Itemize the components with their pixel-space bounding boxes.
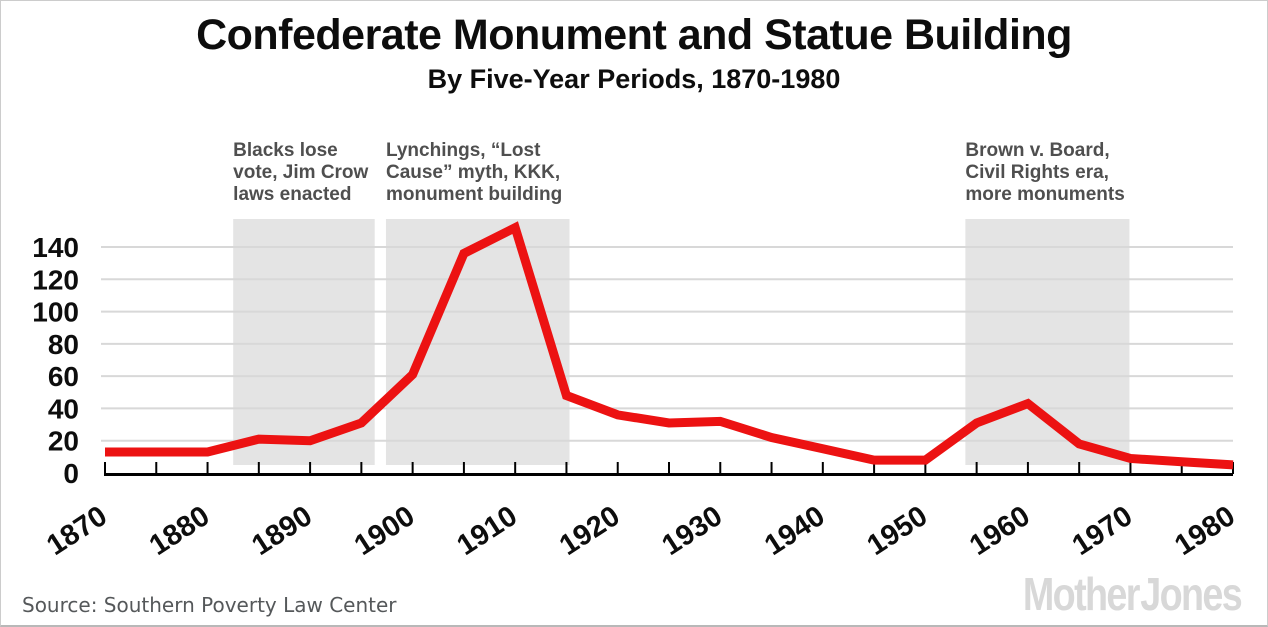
x-tick-label: 1970 [1067, 500, 1139, 562]
annotation-civil-rights: Brown v. Board, Civil Rights era, more m… [965, 140, 1125, 205]
y-tick-label: 40 [48, 393, 79, 424]
source-credit: Source: Southern Poverty Law Center [22, 593, 397, 617]
annotation-lost-cause: Lynchings, “Lost Cause” myth, KKK, monum… [385, 140, 563, 205]
y-tick-label: 120 [32, 264, 79, 295]
y-tick-label: 100 [32, 297, 79, 328]
shaded-region [385, 219, 570, 465]
y-tick-label: 0 [63, 458, 79, 489]
x-tick-label: 1910 [451, 500, 523, 562]
y-tick-label: 80 [48, 329, 79, 360]
x-tick-label: 1960 [964, 500, 1036, 562]
x-tick-label: 1940 [759, 500, 831, 562]
y-tick-label: 20 [48, 426, 79, 457]
x-tick-label: 1880 [144, 500, 216, 562]
x-tick-label: 1870 [41, 500, 113, 562]
x-tick-label: 1920 [554, 500, 626, 562]
x-tick-label: 1930 [657, 500, 729, 562]
y-tick-label: 140 [32, 232, 79, 263]
chart-subtitle: By Five-Year Periods, 1870-1980 [427, 64, 841, 94]
chart-title: Confederate Monument and Statue Building [196, 11, 1072, 59]
y-tick-label: 60 [48, 361, 79, 392]
x-tick-label: 1980 [1169, 500, 1241, 562]
annotation-jim-crow: Blacks lose vote, Jim Crow laws enacted [233, 140, 369, 205]
monuments-trend-line [105, 221, 1234, 470]
mother-jones-logo: Mother Jones [1022, 568, 1243, 620]
x-tick-label: 1890 [246, 500, 318, 562]
shaded-region [965, 219, 1130, 465]
x-tick-label: 1950 [862, 500, 934, 562]
x-tick-label: 1900 [349, 500, 421, 562]
